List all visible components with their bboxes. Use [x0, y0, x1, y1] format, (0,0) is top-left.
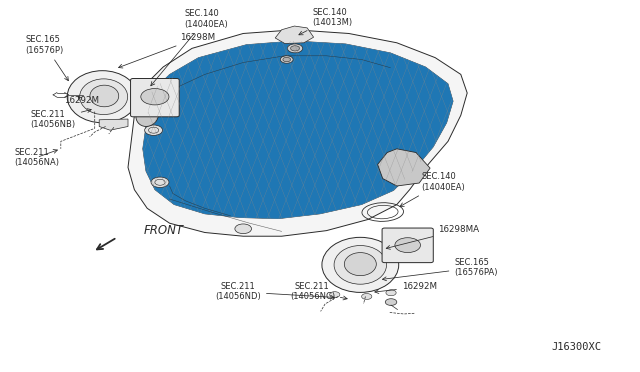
Polygon shape: [275, 26, 314, 44]
Text: SEC.140
(14040EA): SEC.140 (14040EA): [151, 9, 228, 86]
Text: FRONT: FRONT: [144, 224, 184, 237]
Ellipse shape: [80, 79, 128, 115]
Text: SEC.165
(16576P): SEC.165 (16576P): [26, 35, 68, 81]
Ellipse shape: [67, 71, 138, 123]
FancyBboxPatch shape: [382, 228, 433, 263]
Polygon shape: [99, 119, 128, 130]
FancyBboxPatch shape: [131, 78, 179, 117]
Text: 16292M: 16292M: [375, 282, 437, 294]
Circle shape: [385, 299, 397, 305]
Text: SEC.211
(14056ND): SEC.211 (14056ND): [215, 282, 334, 301]
Polygon shape: [378, 149, 430, 186]
Text: SEC.211
(14056NB): SEC.211 (14056NB): [31, 109, 92, 129]
Polygon shape: [128, 30, 467, 236]
Ellipse shape: [334, 246, 387, 284]
Circle shape: [362, 294, 372, 299]
Circle shape: [291, 46, 300, 51]
Text: SEC.165
(16576PA): SEC.165 (16576PA): [383, 258, 498, 281]
Text: 16298MA: 16298MA: [387, 225, 479, 249]
Text: SEC.140
(14040EA): SEC.140 (14040EA): [400, 172, 465, 206]
Circle shape: [395, 238, 420, 253]
Text: 16292M: 16292M: [64, 96, 99, 105]
Text: J16300XC: J16300XC: [552, 342, 602, 352]
Ellipse shape: [90, 85, 119, 107]
Ellipse shape: [344, 253, 376, 276]
Circle shape: [287, 44, 303, 53]
Circle shape: [151, 177, 169, 187]
Ellipse shape: [322, 237, 399, 292]
Polygon shape: [143, 41, 453, 219]
Circle shape: [235, 224, 252, 234]
Circle shape: [386, 290, 396, 296]
Text: 16298M: 16298M: [118, 33, 216, 68]
Text: SEC.211
(14056NC): SEC.211 (14056NC): [290, 282, 347, 301]
Ellipse shape: [136, 104, 159, 126]
Circle shape: [145, 125, 163, 135]
Circle shape: [283, 57, 291, 62]
Text: SEC.140
(14013M): SEC.140 (14013M): [299, 8, 353, 35]
Polygon shape: [143, 41, 453, 219]
Circle shape: [280, 56, 293, 63]
Circle shape: [330, 292, 340, 298]
Circle shape: [141, 89, 169, 105]
Text: SEC.211
(14056NA): SEC.211 (14056NA): [14, 148, 59, 167]
